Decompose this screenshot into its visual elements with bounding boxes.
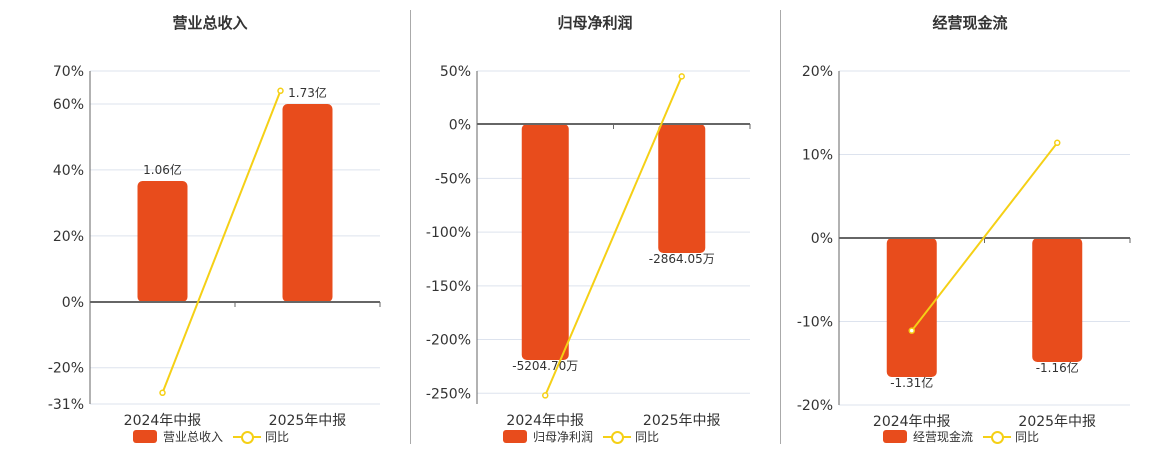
svg-text:1.73亿: 1.73亿 [288,85,327,100]
svg-text:2024年中报: 2024年中报 [873,414,951,430]
chart-plot: 70% 60% 40% 20% 0% -20% -31% 1.06亿 1.73亿 2024年中报 2… [48,64,381,429]
svg-text:-20%: -20% [797,398,833,414]
svg-text:20%: 20% [802,64,833,80]
legend-line-label[interactable]: 同比 [265,430,290,444]
svg-text:2024年中报: 2024年中报 [124,413,202,429]
svg-text:-200%: -200% [426,333,471,349]
svg-text:-31%: -31% [48,397,84,413]
chart-title: 营业总收入 [172,14,248,32]
bar[interactable] [521,124,569,360]
bar[interactable] [282,104,333,302]
svg-text:-5204.70万: -5204.70万 [512,359,578,373]
svg-text:2025年中报: 2025年中报 [269,413,347,429]
line-point[interactable] [908,327,915,334]
svg-text:0%: 0% [62,295,84,311]
svg-text:-1.31亿: -1.31亿 [890,375,933,390]
svg-text:2025年中报: 2025年中报 [643,413,721,429]
legend-bar-label[interactable]: 经营现金流 [913,430,974,444]
svg-text:20%: 20% [53,229,84,245]
svg-text:70%: 70% [53,64,84,80]
chart-legend: 经营现金流 同比 [883,428,1039,445]
svg-text:60%: 60% [53,97,84,113]
chart-panel-revenue: 营业总收入 70% 60% 40% 20% 0% -20% -31% 1.06亿 1.73亿 20… [0,0,400,450]
line-point[interactable] [277,87,284,95]
chart-panel-net-profit: 归母净利润 50% 0% -50% -100% -150% -200% -250% -5204… [426,14,751,445]
legend-line-label[interactable]: 同比 [1015,430,1040,444]
bar[interactable] [137,181,188,302]
legend-line-marker-icon[interactable] [603,430,632,444]
svg-text:-100%: -100% [426,225,471,241]
chart-legend: 归母净利润 同比 [503,428,659,445]
legend-line-marker-icon[interactable] [233,430,262,444]
svg-text:2025年中报: 2025年中报 [1018,414,1096,430]
panel-divider [780,10,781,444]
svg-text:50%: 50% [440,64,471,80]
legend-bar-swatch-icon[interactable] [503,430,527,443]
bar[interactable] [886,238,937,377]
svg-text:10%: 10% [802,148,833,164]
svg-text:-2864.05万: -2864.05万 [649,252,715,266]
chart-legend: 营业总收入 同比 [133,428,289,445]
line-point[interactable] [678,73,685,80]
svg-text:0%: 0% [449,118,471,134]
legend-bar-label[interactable]: 营业总收入 [163,430,224,444]
legend-line-label[interactable]: 同比 [635,430,660,444]
line-point[interactable] [542,392,549,399]
svg-text:-1.16亿: -1.16亿 [1036,360,1079,375]
chart-title: 归母净利润 [557,14,633,32]
svg-text:40%: 40% [53,163,84,179]
svg-text:-20%: -20% [48,361,84,377]
svg-text:-10%: -10% [797,315,833,331]
svg-text:-150%: -150% [426,279,471,295]
svg-text:1.06亿: 1.06亿 [143,162,182,177]
chart-plot: 50% 0% -50% -100% -150% -200% -250% -5204.70万 -2… [426,64,751,429]
bar[interactable] [658,124,706,253]
legend-bar-swatch-icon[interactable] [883,430,907,443]
svg-text:0%: 0% [811,231,833,247]
line-point[interactable] [159,389,166,397]
legend-bar-label[interactable]: 归母净利润 [533,430,594,444]
chart-plot: 20% 10% 0% -10% -20% -1.31亿 -1.16亿 2024年中报 2025年… [797,64,1131,430]
bar[interactable] [1032,238,1083,362]
legend-line-marker-icon[interactable] [983,430,1012,444]
panel-divider [410,10,411,444]
svg-text:-50%: -50% [435,171,471,187]
svg-text:2024年中报: 2024年中报 [506,413,584,429]
chart-title: 经营现金流 [932,14,1008,32]
line-point[interactable] [1054,139,1061,147]
legend-bar-swatch-icon[interactable] [133,430,157,443]
svg-text:-250%: -250% [426,386,471,402]
